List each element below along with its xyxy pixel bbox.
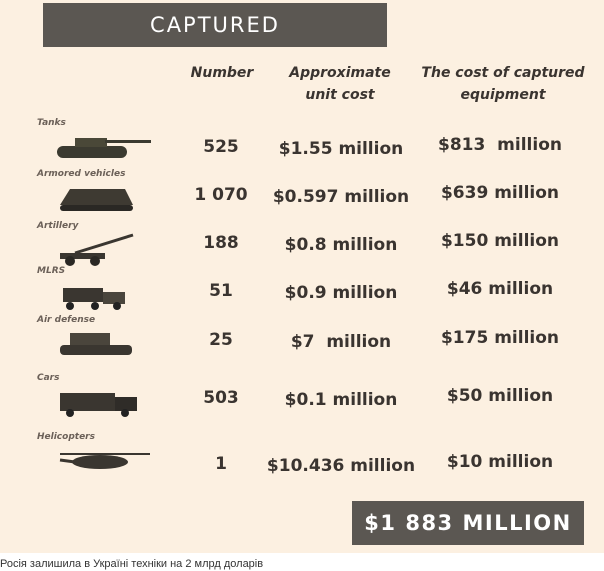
number: 188 [203,233,239,253]
vehicle-icon [60,189,133,211]
row-label: Tanks [37,118,66,128]
number: 1 070 [194,185,248,205]
vehicle-icon [59,453,150,469]
number: 503 [203,388,239,408]
column-header: The cost of captured equipment [421,65,585,103]
infographic: CAPTURED Number Approximate unit cost Th… [0,0,604,553]
row-label: Artillery [37,221,79,231]
number: 51 [209,281,233,301]
unit-cost: $7 million [290,332,392,352]
total-cost: $150 million [440,231,560,251]
caption: Росія залишила в Україні техніки на 2 мл… [0,558,264,570]
title: CAPTURED [43,3,387,47]
row-label: Helicopters [37,432,95,442]
total-cost: $46 million [446,279,554,299]
row-label: Cars [37,373,60,383]
vehicle-icon [60,233,134,266]
unit-cost: $0.597 million [272,187,410,207]
vehicle-icon [63,288,125,310]
row-label: Armored vehicles [37,169,126,179]
total-cost: $175 million [440,328,560,348]
unit-cost: $1.55 million [278,139,404,159]
total-cost: $50 million [446,386,554,406]
vehicle-icon [60,333,132,355]
unit-cost: $0.1 million [284,390,398,410]
number: 25 [209,330,233,350]
total: $1 883 MILLION [352,501,584,545]
column-header: Approximate unit cost [289,65,391,103]
total-cost: $639 million [440,183,560,203]
number: 1 [215,454,227,474]
unit-cost: $10.436 million [266,456,416,476]
vehicle-icon [57,138,151,158]
total-cost: $813 million [438,135,562,155]
number: 525 [203,137,239,157]
unit-cost: $0.8 million [284,235,398,255]
unit-cost: $0.9 million [284,283,398,303]
row-label: Air defense [37,315,96,325]
column-header: Number [190,65,254,81]
row-label: MLRS [37,266,66,276]
vehicle-icon [60,393,137,417]
total-cost: $10 million [446,452,554,472]
